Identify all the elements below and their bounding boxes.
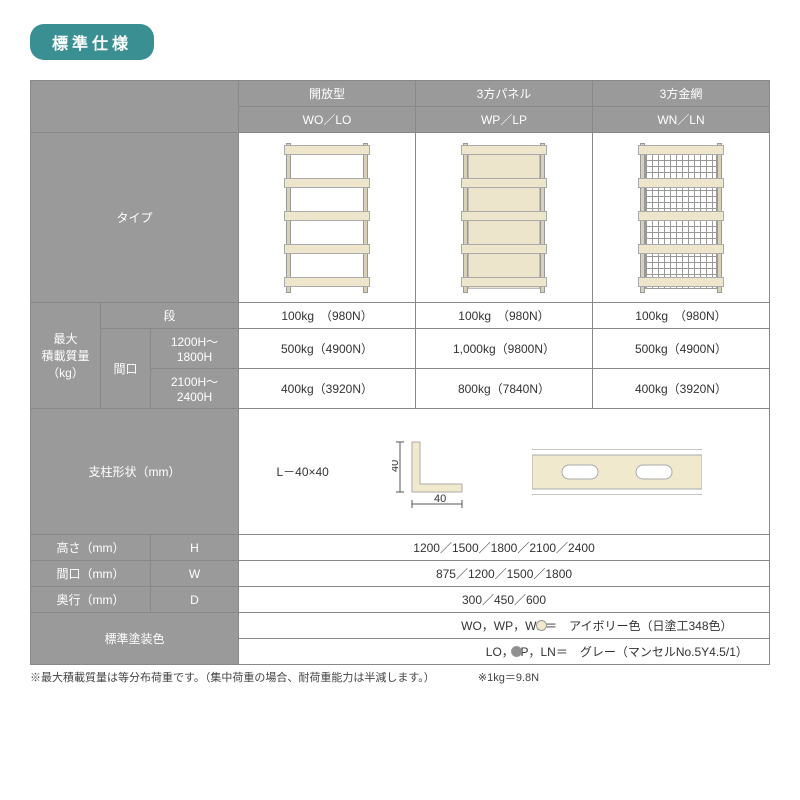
post-label: 支柱形状（mm） <box>31 409 239 535</box>
cell: 400kg（3920N） <box>239 369 416 409</box>
shelf-mesh-img <box>592 133 769 303</box>
section-badge: 標準仕様 <box>30 24 154 60</box>
col2-header: 3方パネル <box>416 81 593 107</box>
spec-table: 開放型 3方パネル 3方金網 WO／LO WP／LP WN／LN タイプ <box>30 80 770 665</box>
col1-header: 開放型 <box>239 81 416 107</box>
svg-text:40: 40 <box>434 493 446 505</box>
post-cell: L－40×40 40 40 <box>239 409 770 535</box>
dim-h-sym: H <box>151 535 239 561</box>
load-sub-dan: 段 <box>101 303 239 329</box>
cell: 500kg（4900N） <box>239 329 416 369</box>
dim-d-val: 300／450／600 <box>239 587 770 613</box>
load-label: 最大 積載質量 （kg） <box>31 303 101 409</box>
shelf-panel-img <box>416 133 593 303</box>
cell: 100kg （980N） <box>416 303 593 329</box>
footnotes: ※最大積載質量は等分布荷重です。（集中荷重の場合、耐荷重能力は半減します。） ※… <box>30 669 770 685</box>
color-line-2: LO，LP，LN＝ グレー（マンセルNo.5Y4.5/1） <box>239 639 770 665</box>
load-sub-maguchi: 間口 <box>101 329 151 409</box>
cell: 1,000kg（9800N） <box>416 329 593 369</box>
dim-w-sym: W <box>151 561 239 587</box>
dim-d-label: 奥行（mm） <box>31 587 151 613</box>
load-range-a: 1200H～1800H <box>151 329 239 369</box>
dim-h-label: 高さ（mm） <box>31 535 151 561</box>
swatch-ivory <box>536 620 547 631</box>
color-text-2: LO，LP，LN＝ グレー（マンセルNo.5Y4.5/1） <box>486 645 748 659</box>
load-range-b: 2100H～2400H <box>151 369 239 409</box>
dim-d-sym: D <box>151 587 239 613</box>
col3-header: 3方金網 <box>592 81 769 107</box>
dim-w-val: 875／1200／1500／1800 <box>239 561 770 587</box>
footnote-2: ※1kg＝9.8N <box>478 669 539 685</box>
col1-sub: WO／LO <box>239 107 416 133</box>
slot-profile-icon <box>532 449 702 495</box>
cell: 100kg （980N） <box>239 303 416 329</box>
dim-h-val: 1200／1500／1800／2100／2400 <box>239 535 770 561</box>
svg-text:40: 40 <box>392 459 401 471</box>
color-label: 標準塗装色 <box>31 613 239 665</box>
header-blank <box>31 81 239 133</box>
post-text: L－40×40 <box>276 463 328 480</box>
col3-sub: WN／LN <box>592 107 769 133</box>
type-label: タイプ <box>31 133 239 303</box>
l-angle-icon: 40 40 <box>392 432 468 512</box>
cell: 800kg（7840N） <box>416 369 593 409</box>
footnote-1: ※最大積載質量は等分布荷重です。（集中荷重の場合、耐荷重能力は半減します。） <box>30 669 435 685</box>
color-line-1: WO，WP，WN＝ アイボリー色（日塗工348色） <box>239 613 770 639</box>
cell: 100kg （980N） <box>592 303 769 329</box>
color-text-1: WO，WP，WN＝ アイボリー色（日塗工348色） <box>461 619 732 633</box>
col2-sub: WP／LP <box>416 107 593 133</box>
cell: 500kg（4900N） <box>592 329 769 369</box>
dim-w-label: 間口（mm） <box>31 561 151 587</box>
cell: 400kg（3920N） <box>592 369 769 409</box>
shelf-open-img <box>239 133 416 303</box>
